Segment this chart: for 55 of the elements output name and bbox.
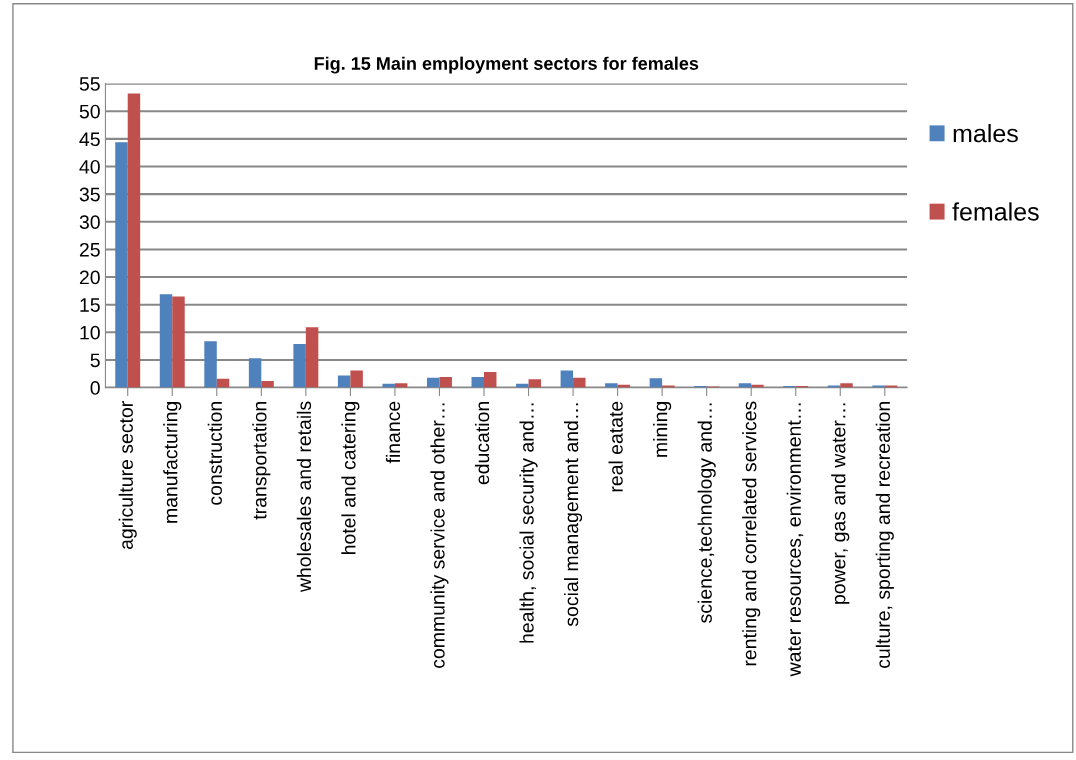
x-tick-label: finance [385,401,401,464]
bar [528,379,541,388]
legend-label: males [953,124,1018,143]
y-tick-label: 15 [80,298,100,312]
bar [573,377,586,388]
x-tick-label: education [474,402,490,485]
bar [159,294,173,388]
chart-title: Fig. 15 Main employment sectors for females [314,56,699,74]
x-tick-label: community service and other… [430,403,449,668]
x-tick-label: manufacturing [163,402,182,523]
x-tick-label: mining [653,402,672,457]
bar [649,378,663,388]
bar [204,341,217,388]
y-tick-label: 0 [90,381,100,395]
x-tick-label: culture, sporting and recreation [875,402,894,668]
bar [115,142,128,388]
bar [172,296,185,388]
legend-label: females [952,202,1039,221]
bar [560,370,574,388]
x-tick-label: renting and correlated services [742,401,761,666]
x-tick-label: wholesales and retails [296,401,312,593]
x-tick-label: hotel and catering [341,402,360,555]
bar [605,383,618,388]
bar [483,372,497,388]
bar [662,385,675,388]
x-tick-label: agriculture sector [118,401,137,550]
bar [350,370,363,388]
bar [293,343,306,388]
y-tick-label: 55 [79,77,100,91]
bar [305,327,319,388]
y-tick-label: 5 [90,353,100,368]
x-tick-label: real eatate [608,401,623,492]
x-tick-label: power, gas and water… [831,403,850,604]
y-tick-label: 50 [79,104,100,119]
y-tick-label: 30 [79,215,100,230]
y-tick-label: 20 [79,270,100,285]
y-tick-label: 25 [79,242,100,257]
bar [872,385,885,388]
y-tick-label: 10 [80,325,100,340]
y-tick-label: 40 [79,159,100,174]
x-tick-label: health, social security and… [519,403,538,643]
bar [127,93,141,388]
x-tick-label: science,technology and… [697,403,716,623]
bar [248,358,262,388]
bar [840,383,853,388]
x-tick-label: water resources, environment… [786,403,804,677]
bar [439,377,452,388]
bar [471,377,484,388]
bar [261,380,274,388]
y-tick-label: 35 [79,187,100,202]
bar [337,375,351,388]
x-tick-label: construction [207,402,222,505]
y-tick-label: 45 [79,132,100,147]
x-tick-label: transportation [252,402,271,520]
x-tick-label: social management and… [564,403,583,627]
